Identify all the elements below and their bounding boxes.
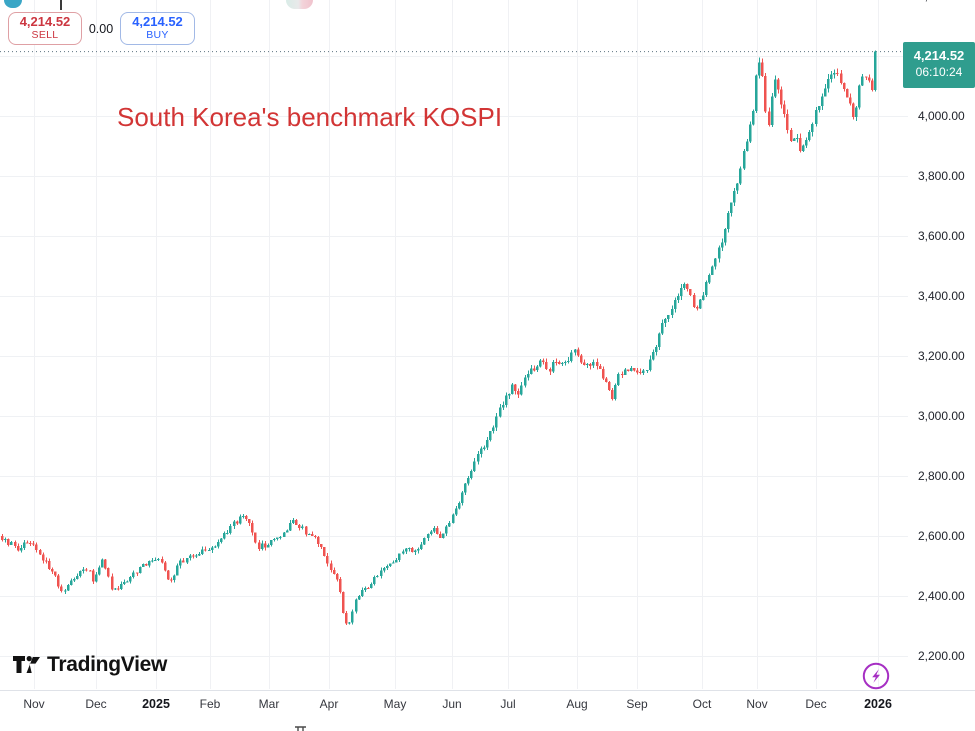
price-scale[interactable]: 4,400.004,200.004,000.003,800.003,600.00…: [908, 0, 975, 690]
sell-price: 4,214.52: [19, 14, 71, 30]
last-price-tag: 4,214.52 06:10:24: [903, 42, 975, 88]
x-tick-label: Nov: [23, 697, 45, 711]
x-tick-label: 2025: [142, 697, 170, 711]
x-tick-label: Nov: [746, 697, 768, 711]
y-tick-label: 3,400.00: [918, 289, 965, 303]
time-scale[interactable]: Nov Dec 2025 Feb Mar Apr May Jun Jul Aug Sep Oct Nov…: [0, 690, 975, 731]
y-tick-label: 4,000.00: [918, 109, 965, 123]
y-tick-label: 4,400.00: [918, 0, 965, 3]
x-tick-label: Oct: [692, 697, 712, 711]
gridlines: [0, 0, 908, 689]
sell-label: SELL: [31, 28, 59, 41]
y-tick-label: 2,400.00: [918, 589, 965, 603]
sell-button[interactable]: 4,214.52 SELL: [8, 12, 82, 45]
buy-label: BUY: [146, 28, 169, 41]
x-tick-label: Jun: [442, 697, 462, 711]
buy-price: 4,214.52: [132, 14, 183, 30]
y-tick-label: 3,000.00: [918, 409, 965, 423]
y-tick-label: 3,600.00: [918, 229, 965, 243]
text-cursor: [60, 0, 62, 10]
clipped-text-fragment: [295, 726, 306, 731]
tradingview-logo-icon: [13, 656, 40, 673]
x-tick-label: 2026: [864, 697, 892, 711]
y-tick-label: 3,200.00: [918, 349, 965, 363]
x-tick-label: May: [383, 697, 407, 711]
y-tick-label: 2,800.00: [918, 469, 965, 483]
y-tick-label: 3,800.00: [918, 169, 965, 183]
x-tick-label: Mar: [258, 697, 280, 711]
x-tick-label: Feb: [199, 697, 221, 711]
spread-value: 0.00: [88, 21, 114, 36]
buy-button[interactable]: 4,214.52 BUY: [120, 12, 195, 45]
tradingview-logo-text: TradingView: [47, 653, 168, 676]
x-tick-label: Sep: [626, 697, 648, 711]
y-tick-label: 2,200.00: [918, 649, 965, 663]
last-price-value: 4,214.52: [913, 48, 965, 63]
bar-countdown: 06:10:24: [915, 65, 963, 80]
candles: [1, 50, 877, 625]
symbol-logo-fragment: [4, 0, 22, 8]
y-tick-label: 2,600.00: [918, 529, 965, 543]
x-tick-label: Aug: [566, 697, 588, 711]
x-tick-label: Jul: [500, 697, 516, 711]
x-tick-label: Dec: [85, 697, 107, 711]
candlestick-chart[interactable]: [0, 0, 975, 690]
chart-annotation: South Korea's benchmark KOSPI: [117, 102, 503, 132]
x-tick-label: Dec: [805, 697, 827, 711]
lightning-icon[interactable]: [861, 661, 891, 691]
tradingview-logo[interactable]: TradingView: [13, 653, 167, 677]
flag-icon-fragment: [286, 0, 313, 9]
x-tick-label: Apr: [319, 697, 339, 711]
